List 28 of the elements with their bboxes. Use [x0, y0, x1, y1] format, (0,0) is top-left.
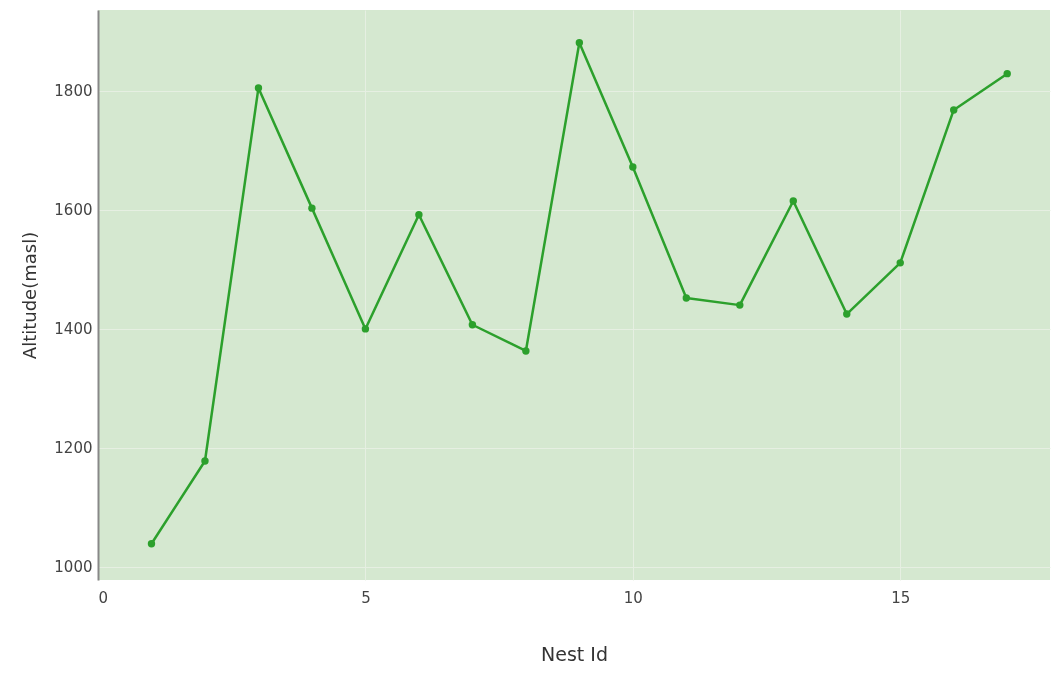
point — [575, 39, 584, 47]
x-tick-label: 5 — [361, 588, 371, 607]
point — [682, 294, 691, 302]
point — [254, 84, 263, 92]
y-tick-label: 1000 — [54, 558, 93, 577]
x-tick-label: 15 — [891, 588, 911, 607]
y-tick-label: 1200 — [54, 439, 93, 458]
x-tick-label: 0 — [98, 588, 109, 607]
point — [843, 310, 851, 318]
point — [1003, 69, 1011, 78]
x-axis-title: Nest Id — [541, 642, 608, 665]
point — [950, 106, 958, 114]
point — [522, 347, 530, 355]
point — [736, 301, 744, 309]
x-tick-label: 10 — [623, 588, 643, 607]
y-tick-label: 1800 — [54, 82, 93, 101]
y-tick-label: 1400 — [54, 320, 93, 339]
point — [201, 457, 209, 465]
point — [308, 204, 316, 212]
point — [147, 540, 156, 548]
y-axis-title: Altitude(masl) — [19, 231, 41, 360]
point — [629, 163, 637, 171]
y-tick-label: 1600 — [54, 201, 93, 220]
point — [896, 259, 904, 267]
point — [415, 210, 423, 219]
point — [468, 321, 477, 329]
point — [361, 325, 370, 333]
point — [789, 197, 797, 205]
